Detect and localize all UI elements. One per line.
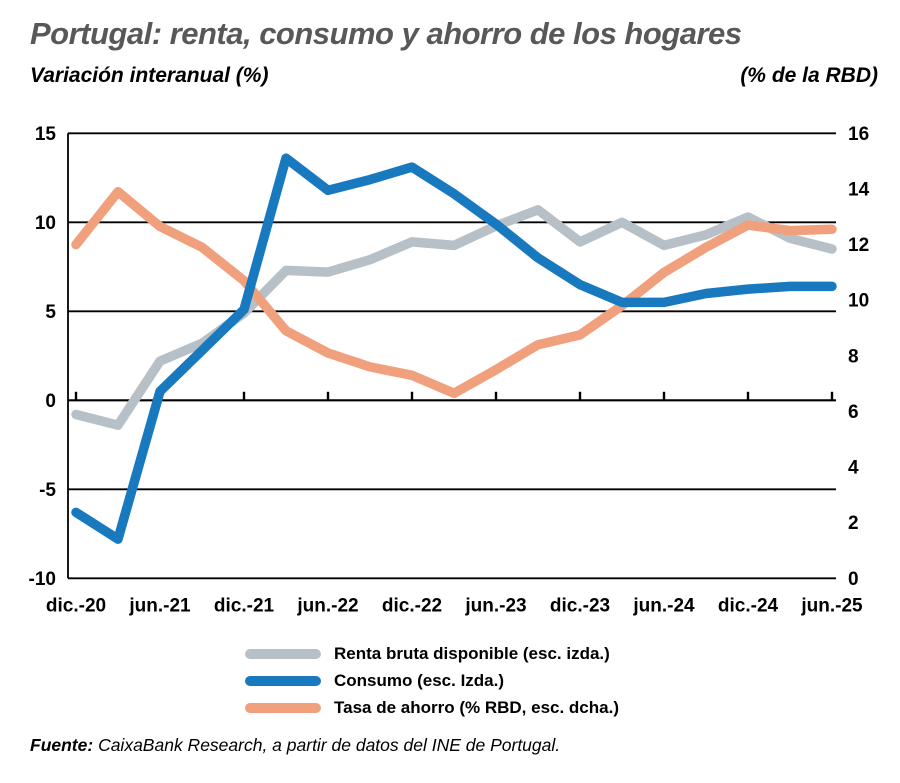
legend-swatch <box>245 703 321 713</box>
subtitle-row: Variación interanual (%) (% de la RBD) <box>30 64 878 88</box>
x-axis-tick-label: jun.-24 <box>632 595 695 616</box>
legend-label: Tasa de ahorro (% RBD, esc. dcha.) <box>334 698 619 717</box>
x-axis-tick-label: dic.-23 <box>550 595 610 616</box>
x-axis-tick-label: dic.-24 <box>718 595 779 616</box>
legend-swatch <box>245 676 321 686</box>
right-axis-tick-label: 14 <box>848 179 870 200</box>
legend-item: Tasa de ahorro (% RBD, esc. dcha.) <box>245 698 619 718</box>
x-axis-tick-label: jun.-21 <box>128 595 191 616</box>
right-axis-tick-label: 10 <box>848 291 869 312</box>
left-axis-tick-label: -10 <box>29 569 56 590</box>
left-axis-tick-label: -5 <box>39 480 56 501</box>
right-axis-tick-label: 6 <box>848 402 859 423</box>
series-line-consumo <box>71 153 837 544</box>
legend-label: Renta bruta disponible (esc. izda.) <box>334 644 610 663</box>
series-line-renta <box>71 205 837 430</box>
x-axis-tick-label: jun.-23 <box>464 595 526 616</box>
legend-item: Renta bruta disponible (esc. izda.) <box>245 644 619 664</box>
series-line-tasa <box>71 186 837 399</box>
x-axis-tick-label: dic.-22 <box>382 595 442 616</box>
left-axis-tick-label: 10 <box>35 213 56 234</box>
chart-title: Portugal: renta, consumo y ahorro de los… <box>30 16 742 51</box>
right-axis-tick-label: 8 <box>848 346 859 367</box>
left-axis-tick-label: 5 <box>45 302 56 323</box>
source-text: CaixaBank Research, a partir de datos de… <box>93 735 561 755</box>
legend-item: Consumo (esc. Izda.) <box>245 671 619 691</box>
right-axis-tick-label: 16 <box>848 124 869 145</box>
legend-swatch <box>245 649 321 659</box>
chart-legend: Renta bruta disponible (esc. izda.) Consu… <box>245 644 619 718</box>
right-axis-tick-label: 4 <box>848 458 859 479</box>
right-axis-tick-label: 0 <box>848 569 859 590</box>
left-axis-title: Variación interanual (%) <box>30 64 269 87</box>
right-axis-tick-label: 2 <box>848 513 859 534</box>
right-axis-title: (% de la RBD) <box>740 64 878 87</box>
left-axis-tick-label: 0 <box>45 391 56 412</box>
x-axis-tick-label: dic.-21 <box>214 595 275 616</box>
source-label: Fuente: <box>30 735 94 755</box>
right-axis-tick-label: 12 <box>848 235 869 256</box>
x-axis-tick-label: jun.-25 <box>800 595 863 616</box>
x-axis-tick-label: jun.-22 <box>296 595 358 616</box>
line-chart: 15 10 5 0 -5 -10 16 14 12 10 8 6 4 2 0 dic.-20 jun.-21 di… <box>29 124 870 616</box>
left-axis-tick-label: 15 <box>35 124 57 145</box>
source-note: Fuente: CaixaBank Research, a partir de … <box>30 735 870 756</box>
x-axis-tick-label: dic.-20 <box>46 595 106 616</box>
legend-label: Consumo (esc. Izda.) <box>334 671 505 690</box>
